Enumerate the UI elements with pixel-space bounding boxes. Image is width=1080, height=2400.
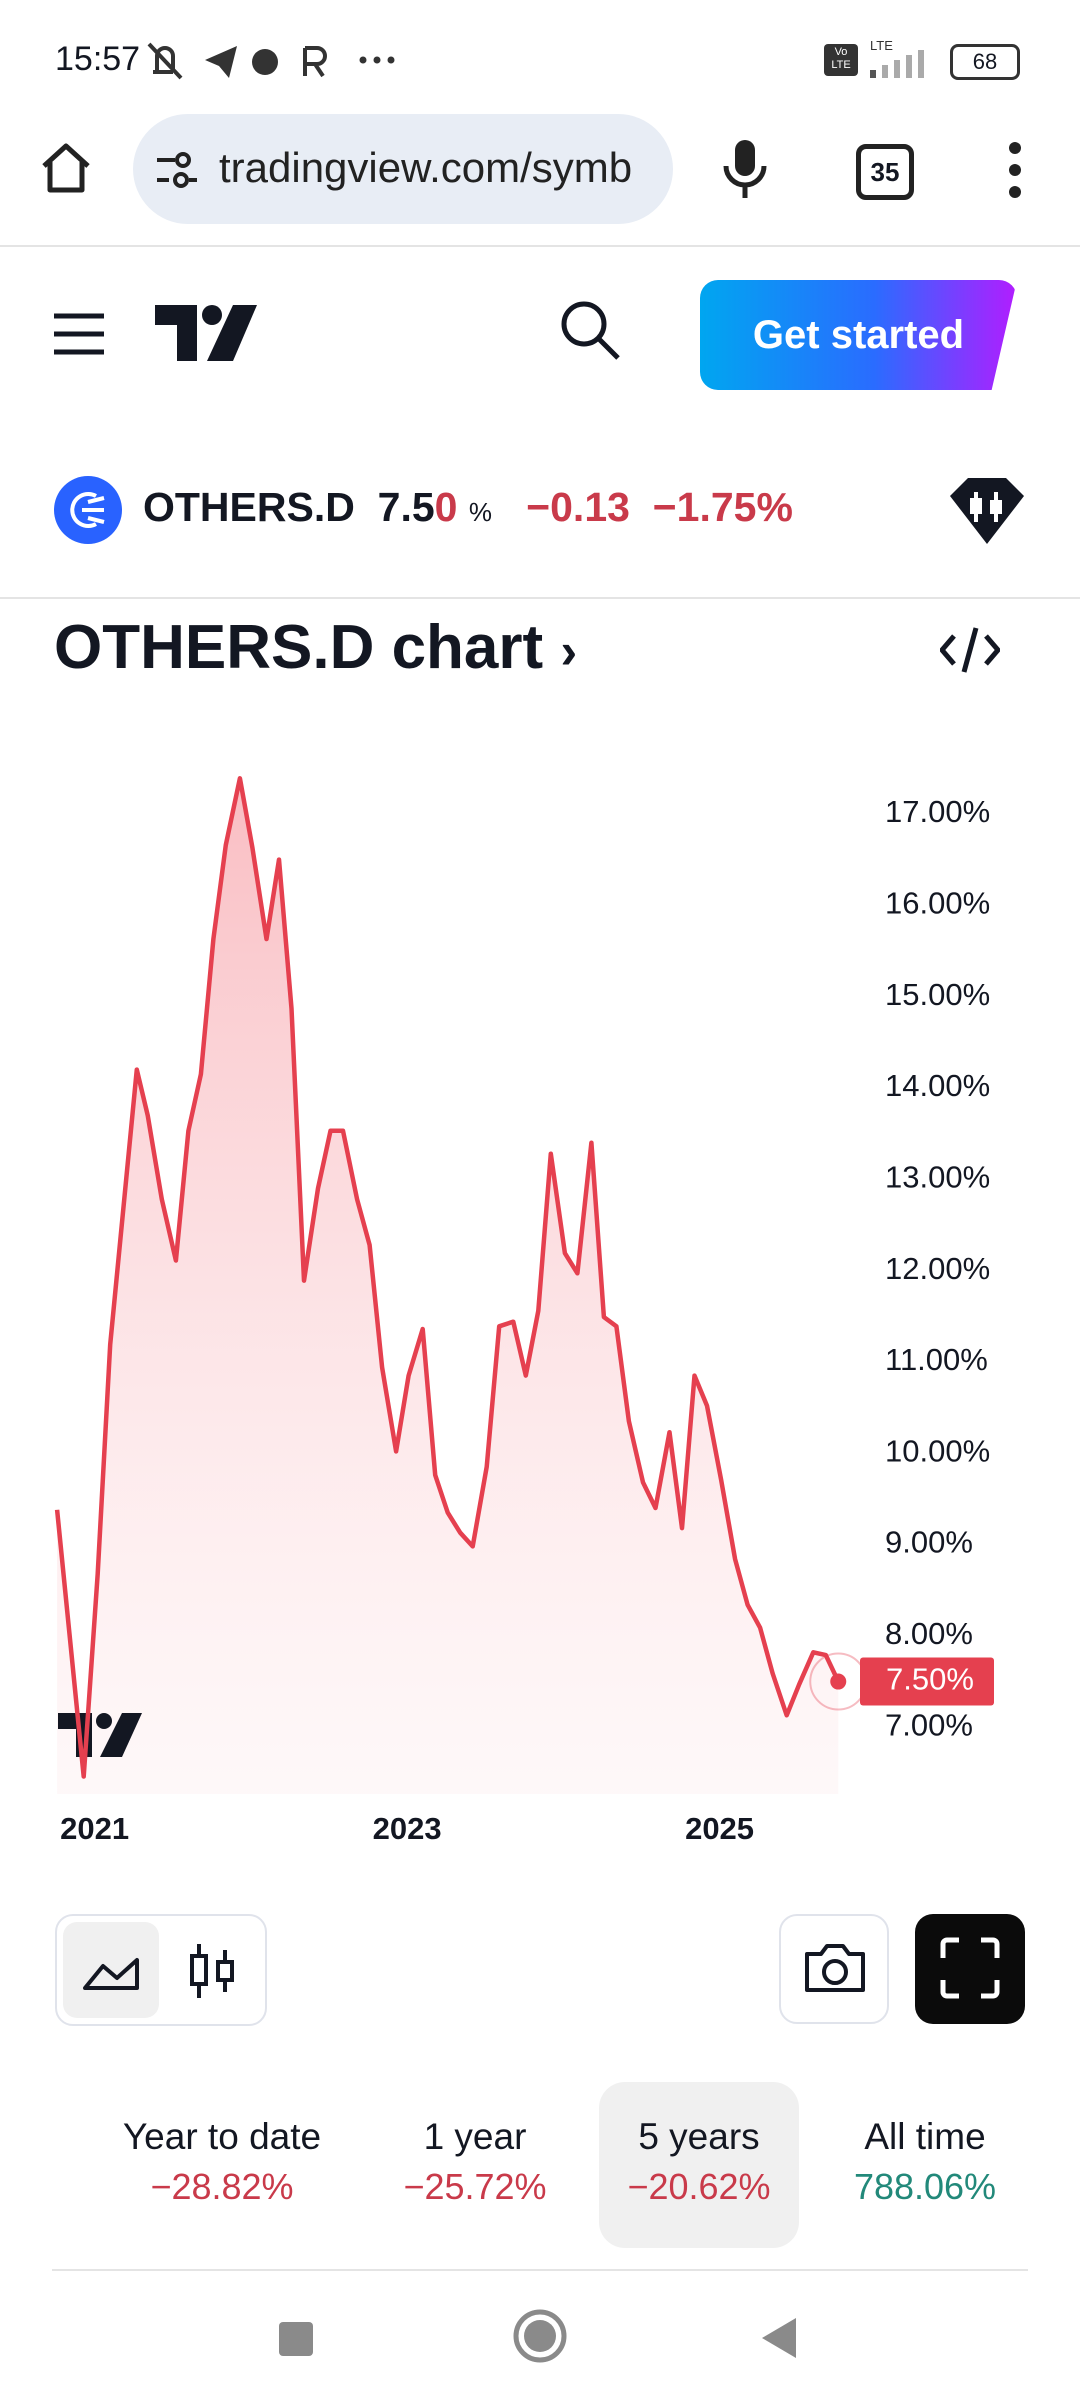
period-change: −28.82% <box>150 2166 294 2207</box>
period-tab[interactable]: 5 years −20.62% <box>599 2082 799 2248</box>
change: −0.13 <box>526 484 630 530</box>
home-nav-dot <box>524 2320 556 2352</box>
line-icon <box>83 1958 139 1990</box>
chevron: › <box>560 623 578 679</box>
period-label: 1 year <box>423 2116 527 2157</box>
tradingview-logo[interactable] <box>155 305 257 361</box>
chart: 7.00% 8.00% 9.00% 10.00% 11.00% 12.00% 13.00% 1… <box>54 776 994 1846</box>
button-label: Get started <box>752 313 965 357</box>
search-button[interactable] <box>558 298 622 362</box>
battery: 68 <box>950 44 1020 80</box>
y-tick-label: 17.00% <box>885 794 990 829</box>
y-tick-label: 13.00% <box>885 1159 990 1194</box>
price-digit: 0 <box>434 484 458 530</box>
navigation-bar <box>279 2309 796 2363</box>
embed-button[interactable] <box>940 622 1000 678</box>
divider <box>0 245 1080 247</box>
network-label: LTE <box>870 38 893 53</box>
period-tab[interactable]: 1 year −25.72% <box>375 2082 575 2248</box>
period-label: All time <box>864 2116 986 2157</box>
ticker-line: OTHERS.D 7.50 % −0.13 −1.75% <box>143 484 793 531</box>
y-tick-label: 15.00% <box>885 977 990 1012</box>
back-button[interactable] <box>762 2318 796 2358</box>
fullscreen-button[interactable] <box>915 1914 1025 2024</box>
x-tick-label: 2023 <box>373 1811 442 1846</box>
period-tab[interactable]: All time 788.06% <box>825 2082 1025 2248</box>
home-button[interactable] <box>36 138 96 198</box>
period-tab[interactable]: Year to date −28.82% <box>122 2082 322 2248</box>
chart-title: OTHERS.D chart <box>54 613 544 682</box>
fullscreen-icon <box>940 1937 1000 1999</box>
y-tick-label: 14.00% <box>885 1068 990 1103</box>
watermark-logo <box>58 1713 142 1757</box>
hamburger-menu[interactable] <box>52 312 108 356</box>
get-started-button[interactable]: Get started <box>700 280 1017 390</box>
x-tick-label: 2021 <box>60 1811 129 1846</box>
period-label: Year to date <box>122 2116 322 2157</box>
signal-icon <box>870 50 924 78</box>
y-tick-label: 8.00% <box>885 1616 973 1651</box>
price-label: 7.50% <box>886 1662 974 1697</box>
period-change: −25.72% <box>403 2166 547 2207</box>
menu-button[interactable] <box>1000 140 1030 200</box>
status-icons <box>147 42 395 80</box>
status-time: 15:57 <box>55 40 141 78</box>
chart-heading[interactable]: OTHERS.D chart › <box>54 612 577 683</box>
line-chart-button[interactable] <box>63 1922 159 2018</box>
price-label-box <box>860 1657 994 1706</box>
x-tick-label: 2025 <box>685 1811 754 1846</box>
area <box>57 778 839 1794</box>
candle-chart-button[interactable] <box>179 1926 249 2016</box>
camera-icon <box>805 1944 865 1992</box>
volte-badge: Vo LTE <box>824 44 858 76</box>
y-tick-label: 7.00% <box>885 1707 973 1742</box>
y-tick-label: 9.00% <box>885 1525 973 1560</box>
url-text: tradingview.com/symb <box>219 144 633 191</box>
site-settings-icon[interactable] <box>155 150 199 190</box>
period-change: 788.06% <box>853 2166 997 2207</box>
period-change: −20.62% <box>627 2166 771 2207</box>
recents-button[interactable] <box>279 2322 313 2356</box>
y-tick-label: 16.00% <box>885 885 990 920</box>
y-tick-label: 10.00% <box>885 1433 990 1468</box>
divider <box>52 2269 1028 2271</box>
last-point <box>830 1673 847 1690</box>
period-label: 5 years <box>638 2116 760 2157</box>
pro-badge[interactable] <box>950 478 1024 544</box>
url-bar[interactable]: tradingview.com/symb <box>133 114 673 224</box>
ticker-symbol: OTHERS.D <box>143 484 355 530</box>
chart-type-group <box>55 1914 267 2026</box>
line <box>54 776 841 1779</box>
symbol-icon <box>54 476 122 544</box>
change-percent: −1.75% <box>652 484 793 530</box>
mic-button[interactable] <box>720 138 770 202</box>
divider <box>0 597 1080 599</box>
y-tick-label: 11.00% <box>885 1342 988 1377</box>
price-unit: % <box>468 497 492 527</box>
screenshot-button[interactable] <box>779 1914 889 2024</box>
tabs-button[interactable]: 35 <box>856 144 914 200</box>
y-tick-label: 12.00% <box>885 1251 990 1286</box>
price: 7.5 <box>377 484 435 530</box>
home-nav-button[interactable] <box>513 2309 567 2363</box>
